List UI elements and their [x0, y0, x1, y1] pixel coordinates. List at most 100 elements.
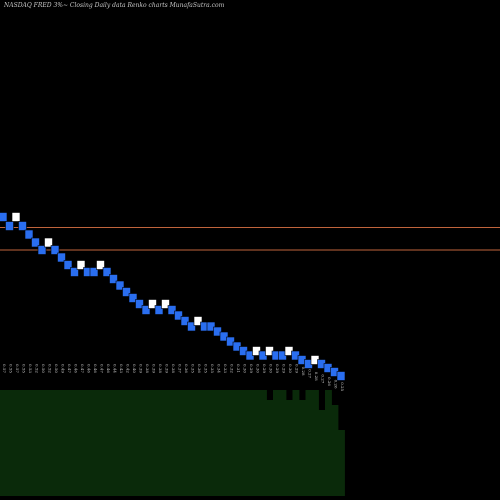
renko-brick-down [180, 316, 190, 326]
renko-brick-down [167, 305, 177, 315]
renko-brick-up [148, 299, 157, 309]
volume-bar [312, 390, 319, 496]
volume-bar [110, 390, 118, 496]
price-tick-label: 0.34 [217, 364, 222, 373]
volume-bar [299, 400, 306, 496]
volume-bar [0, 390, 7, 496]
volume-bar [91, 390, 98, 496]
renko-brick-up [11, 212, 21, 222]
renko-brick-down [37, 245, 47, 255]
volume-bar [143, 390, 150, 496]
volume-bar [201, 390, 209, 496]
volume-bar [130, 390, 137, 496]
price-tick-label: 0.49 [61, 364, 66, 373]
renko-brick-up [161, 299, 170, 309]
chart-title: NASDAQ FRED 3%~ Closing Daily data Renko… [4, 2, 225, 9]
price-tick-label: 0.27 [321, 374, 326, 383]
price-tick-label: 0.25 [340, 382, 345, 391]
renko-brick-down [109, 274, 118, 284]
volume-bar [149, 390, 157, 496]
price-tick-label: 0.28 [314, 372, 319, 381]
renko-brick-down [187, 321, 196, 332]
renko-brick-down [213, 326, 222, 337]
renko-brick-down [70, 267, 79, 277]
renko-brick-down [24, 229, 34, 240]
volume-bar [208, 390, 215, 496]
price-tick-label: 0.50 [54, 364, 59, 373]
price-tick-label: 0.38 [158, 364, 163, 373]
renko-brick-down [89, 267, 99, 277]
price-tick-label: 0.36 [197, 364, 202, 373]
renko-brick-down [5, 221, 14, 231]
price-tick-label: 0.28 [301, 367, 306, 376]
volume-bar [58, 390, 66, 496]
volume-bar [169, 390, 176, 496]
renko-brick-down [128, 293, 138, 303]
price-tick-label: 0.55 [22, 364, 27, 373]
price-tick-label: 0.27 [308, 369, 313, 378]
renko-brick-down [115, 280, 125, 291]
renko-brick-down [63, 260, 73, 270]
volume-bar [188, 390, 196, 496]
price-tick-label: 0.46 [74, 364, 79, 373]
price-tick-label: 0.29 [295, 364, 300, 373]
volume-bar [117, 390, 124, 496]
renko-brick-up [44, 237, 53, 248]
renko-brick-down [226, 336, 235, 347]
price-tick-label: 0.35 [191, 364, 196, 373]
volume-bar [162, 390, 170, 496]
price-tick-label: 0.38 [171, 364, 176, 373]
price-tick-label: 0.42 [126, 364, 131, 373]
volume-bar [260, 390, 267, 496]
price-tick-label: 0.29 [282, 364, 287, 373]
price-tick-label: 0.39 [152, 364, 157, 373]
volume-bar [175, 390, 183, 496]
volume-bar [97, 390, 105, 496]
price-tick-label: 0.32 [230, 364, 235, 373]
renko-brick-down [174, 310, 183, 321]
price-tick-label: 0.52 [48, 364, 53, 373]
volume-bar [279, 390, 287, 496]
price-tick-label: 0.30 [269, 364, 274, 373]
volume-bar [227, 390, 235, 496]
volume-bar [221, 390, 228, 496]
volume-bar [123, 390, 131, 496]
price-tick-label: 0.29 [262, 364, 267, 373]
renko-brick-down [141, 305, 151, 315]
volume-bar [52, 390, 59, 496]
price-tick-label: 0.30 [243, 364, 248, 373]
renko-brick-down [154, 305, 164, 315]
volume-bar [136, 390, 144, 496]
price-tick-label: 0.52 [35, 364, 40, 373]
volume-bar [6, 390, 14, 496]
price-tick-label: 0.50 [41, 364, 46, 373]
volume-bar [156, 390, 163, 496]
price-tick-label: 0.35 [204, 364, 209, 373]
reference-lines [0, 227, 500, 251]
volume-bar [292, 390, 300, 496]
price-tick-label: 0.30 [288, 364, 293, 373]
volume-bar [13, 390, 20, 496]
volume-bar [331, 405, 339, 496]
volume-bar [240, 390, 248, 496]
volume-bar [19, 390, 27, 496]
price-tick-label: 0.57 [15, 364, 20, 373]
volume-bar [318, 410, 326, 496]
price-tick-label: 0.46 [87, 364, 92, 373]
volume-bar [234, 390, 241, 496]
volume-bar [104, 390, 111, 496]
price-tick-label: 0.26 [327, 377, 332, 386]
price-tick-label: 0.47 [67, 364, 72, 373]
volume-bar [65, 390, 72, 496]
renko-brick-down [206, 321, 216, 332]
price-tick-label: 0.44 [113, 364, 118, 373]
volume-bar [266, 400, 274, 496]
volume-bar [195, 390, 202, 496]
price-tick-label: 0.46 [93, 364, 98, 373]
price-tick-label: 0.29 [249, 364, 254, 373]
price-tick-label: 0.43 [119, 364, 124, 373]
volume-bar [286, 400, 293, 496]
price-tick-label: 0.26 [334, 380, 339, 389]
volume-bar [182, 390, 189, 496]
